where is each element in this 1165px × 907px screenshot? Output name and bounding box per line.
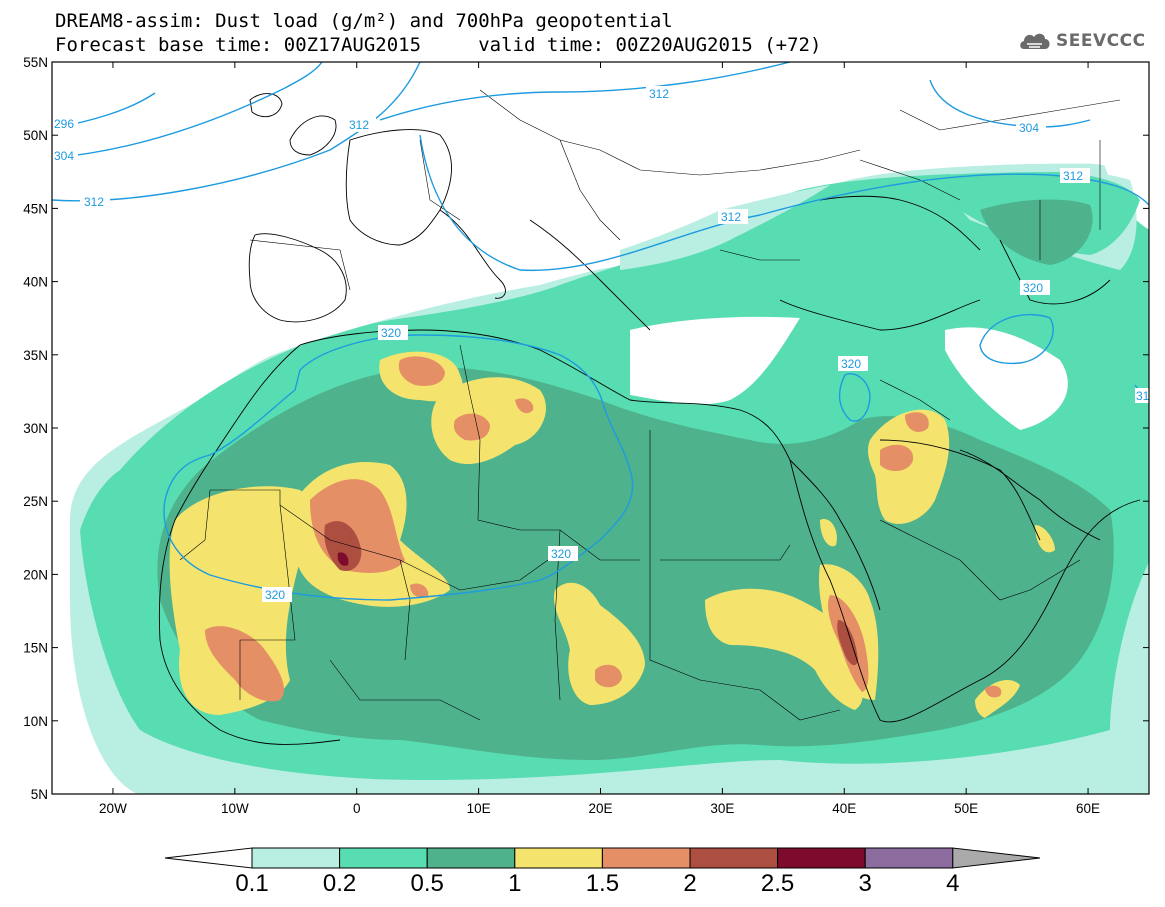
- lat-tick-label: 10N: [23, 714, 48, 729]
- logo-text: SEEVCCC: [1056, 31, 1146, 51]
- colorbar-box: [426, 847, 516, 869]
- colorbar-label: 0.2: [323, 870, 356, 897]
- lat-tick-label: 40N: [23, 275, 48, 290]
- lat-tick-label: 55N: [23, 55, 48, 70]
- contour-label-312: 312: [349, 118, 369, 132]
- contour-label-320: 320: [381, 326, 401, 340]
- lon-tick-label: 20E: [588, 801, 612, 816]
- contour-labels: 296 304 312 312 312 312 312 304 320 320 …: [52, 86, 1150, 602]
- lat-tick-label: 50N: [23, 128, 48, 143]
- lat-tick-label: 15N: [23, 641, 48, 656]
- contour-label-304: 304: [1019, 121, 1039, 135]
- longitude-axis: 20W 10W 0 10E 20E 30E 40E 50E 60E: [99, 62, 1100, 816]
- contour-label-312: 312: [84, 195, 104, 209]
- colorbar-box: [251, 847, 341, 869]
- colorbar-over-triangle: [952, 847, 1041, 869]
- contour-label-312: 312: [721, 210, 741, 224]
- dust-band-2.5: [337, 552, 349, 566]
- lat-tick-label: 25N: [23, 494, 48, 509]
- lat-tick-label: 30N: [23, 421, 48, 436]
- colorbar-label: 4: [946, 870, 959, 897]
- colorbar-label: 0.1: [235, 870, 268, 897]
- lon-tick-label: 10W: [221, 801, 249, 816]
- coastlines: [158, 93, 1141, 745]
- seevccc-logo: SEEVCCC: [1018, 28, 1146, 54]
- lon-tick-label: 60E: [1076, 801, 1100, 816]
- colorbar: 0.1 0.2 0.5 1 1.5 2 2.5 3 4: [164, 847, 1041, 897]
- contour-label-320: 320: [841, 357, 861, 371]
- contour-label-31: 31: [1136, 389, 1150, 403]
- colorbar-label: 2: [683, 870, 696, 897]
- forecast-time-line: Forecast base time: 00Z17AUG2015 valid t…: [55, 34, 822, 56]
- contour-label-296: 296: [54, 117, 74, 131]
- latitude-axis: 55N 50N 45N 40N 35N 30N 25N 20N 15N 10N 5N: [23, 55, 1149, 802]
- lon-tick-label: 0: [353, 801, 361, 816]
- colorbar-box: [601, 847, 691, 869]
- lat-tick-label: 5N: [31, 787, 48, 802]
- cloud-icon: [1020, 33, 1050, 49]
- map-area: [52, 62, 1149, 794]
- dust-band-2: [324, 521, 858, 666]
- header: DREAM8-assim: Dust load (g/m²) and 700hP…: [0, 0, 1165, 62]
- contour-label-312: 312: [1063, 169, 1083, 183]
- lat-tick-label: 35N: [23, 348, 48, 363]
- contour-label-320: 320: [551, 547, 571, 561]
- lat-tick-label: 20N: [23, 567, 48, 582]
- colorbar-box: [777, 847, 866, 869]
- contour-label-320: 320: [265, 588, 285, 602]
- colorbar-label: 1: [508, 870, 521, 897]
- map-title: DREAM8-assim: Dust load (g/m²) and 700hP…: [55, 10, 673, 32]
- colorbar-label: 0.5: [411, 870, 444, 897]
- lat-tick-label: 45N: [23, 201, 48, 216]
- colorbar-under-triangle: [164, 847, 253, 869]
- colorbar-label: 1.5: [586, 870, 619, 897]
- lon-tick-label: 10E: [467, 801, 491, 816]
- colorbar-box: [864, 847, 954, 869]
- colorbar-box: [339, 847, 428, 869]
- contour-label-304: 304: [54, 149, 74, 163]
- contour-label-320: 320: [1023, 281, 1043, 295]
- colorbar-box: [689, 847, 779, 869]
- colorbar-label: 2.5: [761, 870, 794, 897]
- lon-tick-label: 40E: [832, 801, 856, 816]
- lon-tick-label: 50E: [954, 801, 978, 816]
- lon-tick-label: 30E: [710, 801, 734, 816]
- colorbar-box: [514, 847, 603, 869]
- contour-label-312: 312: [649, 87, 669, 101]
- lon-tick-label: 20W: [99, 801, 127, 816]
- colorbar-label: 3: [859, 870, 872, 897]
